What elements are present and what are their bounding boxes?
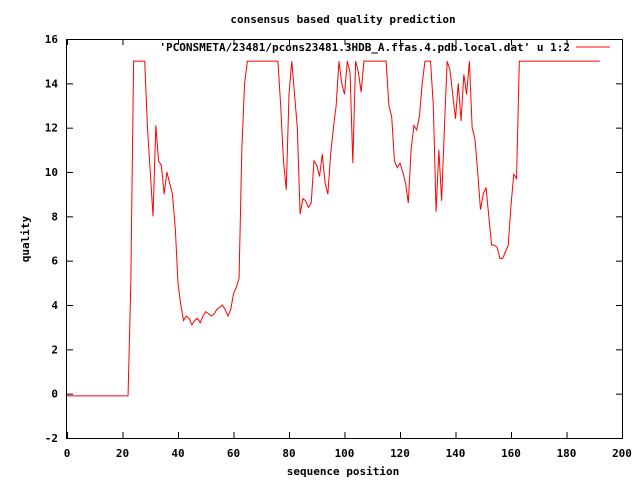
x-tick-label: 180 (557, 447, 577, 460)
y-tick-label: -2 (45, 432, 58, 445)
x-tick-label: 120 (390, 447, 410, 460)
x-tick-label: 80 (282, 447, 295, 460)
y-axis-ticks: -2 0 2 4 6 8 10 12 14 16 (45, 33, 622, 445)
x-tick-label: 40 (171, 447, 184, 460)
series-line (67, 60, 600, 397)
x-tick-label: 160 (501, 447, 521, 460)
y-tick-label: 0 (51, 388, 58, 401)
legend-label: 'PCONSMETA/23481/pcons23481.3HDB_A.ffas.… (159, 41, 570, 54)
x-tick-label: 200 (612, 447, 632, 460)
x-axis-label: sequence position (287, 465, 400, 478)
plot-frame (66, 39, 623, 439)
y-tick-label: 16 (45, 33, 59, 46)
legend: 'PCONSMETA/23481/pcons23481.3HDB_A.ffas.… (159, 41, 610, 54)
y-tick-label: 2 (51, 343, 58, 356)
x-tick-label: 20 (116, 447, 129, 460)
y-tick-label: 12 (45, 122, 58, 135)
x-tick-label: 100 (335, 447, 355, 460)
x-axis-ticks: 0 20 40 60 80 100 120 140 160 180 200 (64, 39, 632, 460)
x-tick-label: 140 (446, 447, 466, 460)
x-tick-label: 60 (227, 447, 240, 460)
y-tick-label: 6 (51, 255, 58, 268)
y-tick-label: 8 (51, 210, 58, 223)
series-group (67, 60, 600, 397)
y-tick-label: 4 (51, 299, 58, 312)
x-tick-label: 0 (64, 447, 71, 460)
y-tick-label: 14 (45, 77, 59, 90)
y-tick-label: 10 (45, 166, 58, 179)
y-axis-label: quality (19, 215, 32, 262)
chart-title: consensus based quality prediction (230, 13, 455, 26)
